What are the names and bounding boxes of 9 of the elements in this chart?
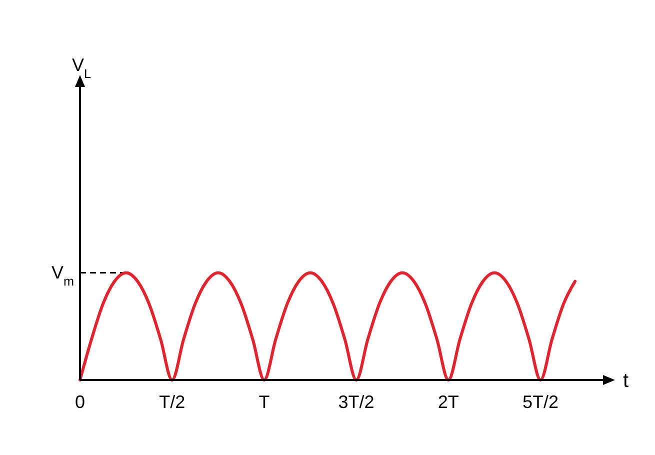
x-axis-title: t xyxy=(623,370,629,392)
text: V$_{L}$ xyxy=(72,55,92,81)
x-tick-label: 0 xyxy=(74,392,86,412)
x-tick-label: 3T/2 xyxy=(338,392,374,412)
x-tick-label: T/2 xyxy=(159,392,186,412)
x-tick-label: 2T xyxy=(438,392,459,412)
x-tick-label: T xyxy=(258,392,270,412)
x-tick-label: 5T/2 xyxy=(522,392,559,412)
ref-line-label: V$_{m}$ xyxy=(51,262,74,289)
